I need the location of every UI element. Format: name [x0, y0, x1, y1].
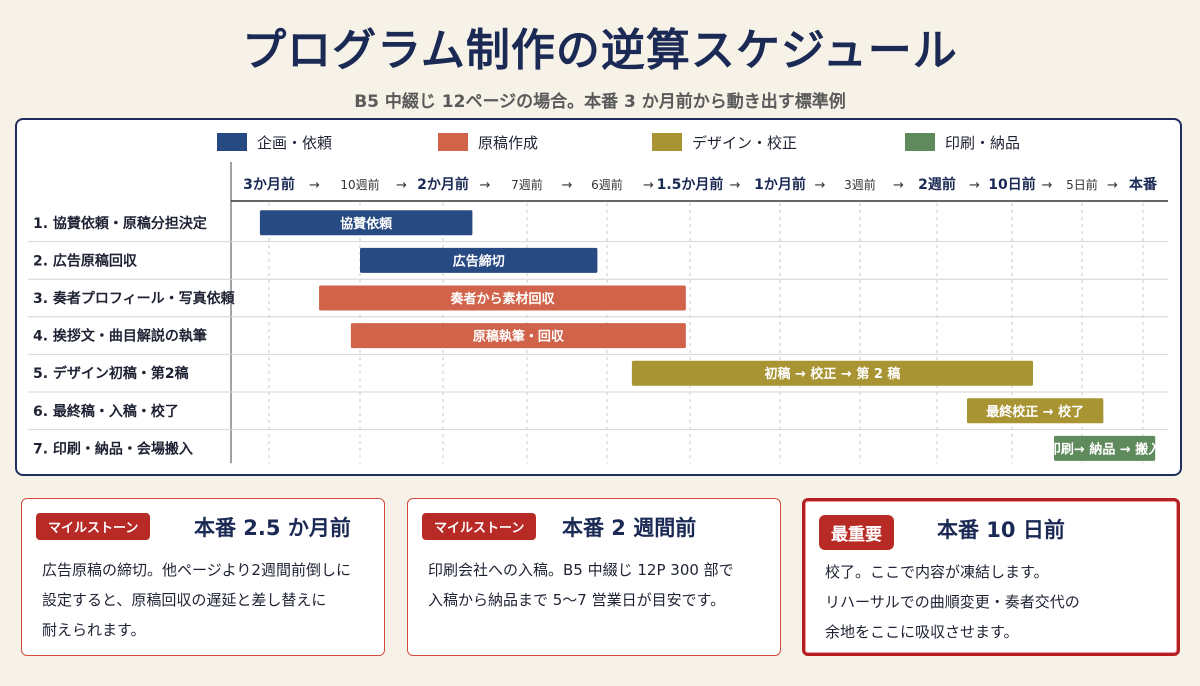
task-bar-label: 原稿執筆・回収 — [473, 329, 565, 345]
milestone-body: 校了。ここで内容が凍結します。 リハーサルでの曲順変更・奏者交代の 余地をここに… — [825, 557, 1161, 647]
legend-label: 原稿作成 — [478, 133, 539, 152]
milestone-card-2-5-months: マイルストーン 本番 2.5 か月前 広告原稿の締切。他ページより2週間前倒しに… — [21, 498, 385, 656]
task-label: 3. 奏者プロフィール・写真依頼 — [33, 290, 236, 307]
critical-badge: 最重要 — [819, 515, 894, 550]
legend-swatch — [217, 133, 247, 151]
tick-arrow: → — [480, 178, 491, 193]
task-bar-label: 広告締切 — [453, 253, 505, 269]
legend-label: 企画・依頼 — [257, 133, 333, 152]
milestone-text-line: 耐えられます。 — [42, 621, 146, 639]
tick-label: 3週前 — [844, 177, 876, 192]
tick-arrow: → — [1107, 178, 1118, 193]
milestone-text-line: 広告原稿の締切。他ページより2週間前倒しに — [42, 561, 351, 579]
tick-label: 1.5か月前 — [657, 176, 724, 193]
task-bar — [967, 398, 1104, 424]
task-bar — [319, 285, 686, 311]
tick-label: 5日前 — [1066, 177, 1098, 192]
milestone-badge: マイルストーン — [36, 513, 151, 540]
task-bar — [631, 360, 1033, 386]
tick-arrow: → — [562, 178, 573, 193]
tick-label: 6週前 — [591, 177, 623, 192]
tick-label: 3か月前 — [243, 176, 295, 193]
task-bar — [1054, 435, 1156, 461]
milestone-text-line: 印刷会社への入稿。B5 中綴じ 12P 300 部で — [428, 561, 734, 579]
milestone-text-line: 設定すると、原稿回収の遅延と差し替えに — [42, 591, 327, 609]
milestone-badge: マイルストーン — [422, 513, 537, 540]
legend-item-design: デザイン・校正 — [652, 131, 797, 153]
task-bar-label: 印刷→ 納品 → 搬入 — [1048, 441, 1161, 457]
page-subtitle: B5 中綴じ 12ページの場合。本番 3 か月前から動き出す標準例 — [354, 92, 846, 112]
milestone-body: 広告原稿の締切。他ページより2週間前倒しに 設定すると、原稿回収の遅延と差し替え… — [42, 555, 368, 645]
tick-arrow: → — [815, 178, 826, 193]
legend-item-planning: 企画・依頼 — [217, 131, 332, 153]
tick-arrow: → — [1042, 178, 1053, 193]
tick-label: 7週前 — [511, 177, 543, 192]
task-label: 4. 挨拶文・曲目解説の執筆 — [33, 328, 207, 345]
task-bar — [350, 323, 686, 349]
milestone-body: 印刷会社への入稿。B5 中綴じ 12P 300 部で 入稿から納品まで 5～7 … — [428, 555, 764, 615]
task-bar-label: 最終校正 → 校了 — [986, 404, 1084, 420]
legend-label: デザイン・校正 — [692, 133, 798, 152]
task-bar — [259, 210, 473, 236]
tick-label: 2週前 — [918, 176, 956, 193]
page-title: プログラム制作の逆算スケジュール — [242, 25, 958, 76]
task-bar-label: 協賛依頼 — [340, 216, 393, 232]
tick-label: 2か月前 — [417, 176, 469, 193]
task-bar-label: 奏者から素材回収 — [449, 291, 555, 307]
tick-arrow: → — [730, 178, 741, 193]
tick-label: 10日前 — [988, 176, 1035, 193]
task-label: 1. 協賛依頼・原稿分担決定 — [33, 215, 207, 232]
tick-arrow: → — [893, 178, 904, 193]
task-label: 7. 印刷・納品・会場搬入 — [33, 440, 193, 457]
task-bar-label: 初稿 → 校正 → 第 2 稿 — [764, 366, 900, 382]
milestone-card-2-weeks: マイルストーン 本番 2 週間前 印刷会社への入稿。B5 中綴じ 12P 300… — [407, 498, 781, 656]
milestone-text-line: リハーサルでの曲順変更・奏者交代の — [825, 593, 1080, 611]
milestone-text-line: 校了。ここで内容が凍結します。 — [825, 563, 1049, 581]
tick-label: 10週前 — [340, 177, 379, 192]
tick-arrow: → — [969, 178, 980, 193]
milestone-heading: 本番 2 週間前 — [562, 516, 697, 540]
task-label: 6. 最終稿・入稿・校了 — [33, 403, 179, 420]
legend-swatch — [652, 133, 682, 151]
milestone-card-10-days-critical: 最重要 本番 10 日前 校了。ここで内容が凍結します。 リハーサルでの曲順変更… — [802, 498, 1180, 656]
legend-swatch — [438, 133, 468, 151]
tick-arrow: → — [309, 178, 320, 193]
legend-swatch — [905, 133, 935, 151]
tick-arrow: → — [396, 178, 407, 193]
task-bar — [360, 247, 598, 273]
tick-label: 本番 — [1129, 176, 1158, 193]
milestone-text-line: 入稿から納品まで 5～7 営業日が目安です。 — [428, 591, 726, 609]
task-label: 5. デザイン初稿・第2稿 — [33, 365, 189, 382]
legend-item-manuscript: 原稿作成 — [438, 131, 538, 153]
milestone-text-line: 余地をここに吸収させます。 — [825, 623, 1019, 641]
task-label: 2. 広告原稿回収 — [33, 252, 138, 269]
legend-label: 印刷・納品 — [945, 133, 1021, 152]
legend-item-printing: 印刷・納品 — [905, 131, 1020, 153]
tick-label: 1か月前 — [754, 176, 806, 193]
milestone-heading: 本番 10 日前 — [937, 518, 1065, 542]
tick-arrow: → — [643, 178, 654, 193]
milestone-heading: 本番 2.5 か月前 — [194, 516, 351, 540]
